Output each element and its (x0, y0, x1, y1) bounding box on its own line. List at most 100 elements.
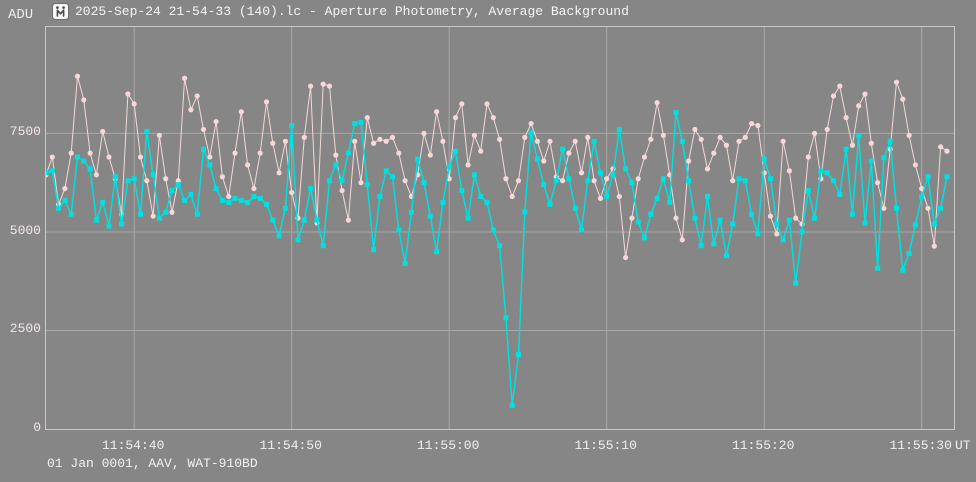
series-cyan-marker (723, 253, 729, 259)
series-pink-marker (465, 162, 471, 168)
series-cyan-marker (453, 148, 459, 154)
series-pink-marker (623, 254, 629, 261)
series-pink-marker (478, 148, 484, 154)
series-cyan-marker (465, 215, 471, 221)
x-tick-label: 11:55:10 (574, 438, 637, 453)
series-pink-marker (793, 215, 799, 221)
series-pink-marker (547, 138, 553, 144)
series-pink-marker (679, 237, 685, 243)
series-pink-marker (566, 150, 572, 156)
series-cyan-marker (925, 174, 931, 180)
series-cyan-marker (516, 352, 522, 358)
series-cyan-marker (591, 138, 597, 144)
series-cyan-marker (944, 174, 950, 180)
series-cyan-marker (875, 265, 881, 271)
plot-area[interactable] (45, 26, 955, 430)
series-cyan-marker (390, 174, 396, 180)
series-cyan-marker (635, 219, 641, 225)
series-pink-marker (289, 189, 295, 196)
series-cyan-marker (68, 211, 74, 217)
series-pink-marker (68, 150, 74, 156)
series-pink-marker (780, 138, 786, 144)
series-pink-marker (471, 132, 478, 138)
series-pink-marker (339, 187, 345, 194)
y-tick-label: 7500 (9, 124, 41, 140)
series-cyan-marker (156, 215, 162, 221)
series-cyan-marker (541, 182, 547, 188)
series-pink-marker (150, 213, 156, 219)
series-cyan-marker (774, 221, 780, 227)
series-pink-marker (830, 93, 837, 99)
series-pink-marker (572, 138, 578, 144)
series-cyan-marker (219, 197, 225, 203)
series-cyan-marker (768, 176, 774, 182)
series-pink-marker (711, 150, 717, 156)
series-cyan-marker (679, 138, 685, 144)
series-pink-marker (402, 178, 408, 184)
series-pink-marker (106, 154, 112, 160)
series-cyan-marker (163, 209, 169, 215)
series-cyan-marker (46, 170, 49, 176)
series-pink-marker (93, 172, 100, 178)
series-cyan-marker (497, 243, 503, 249)
series-cyan-marker (49, 168, 55, 174)
series-cyan-marker (711, 241, 717, 247)
series-cyan-marker (579, 227, 585, 233)
series-cyan-marker (169, 188, 175, 194)
series-cyan-marker (616, 126, 622, 132)
series-pink-marker (125, 91, 131, 97)
series-cyan-marker (289, 123, 295, 129)
series-cyan-marker (327, 178, 333, 184)
series-cyan-marker (125, 178, 131, 184)
series-pink-marker (440, 138, 446, 144)
series-pink-marker (257, 150, 263, 156)
series-cyan-marker (553, 178, 559, 184)
series-pink-marker (238, 109, 244, 115)
series-pink-marker (597, 195, 604, 202)
series-pink-marker (856, 103, 862, 109)
series-pink-marker (509, 193, 515, 200)
series-cyan-marker (686, 178, 692, 184)
series-pink-marker (484, 101, 490, 107)
series-cyan-marker (478, 193, 484, 199)
series-cyan-marker (213, 186, 219, 192)
y-tick-label: 5000 (9, 222, 41, 238)
series-cyan-marker (818, 168, 824, 174)
series-cyan-marker (490, 227, 496, 233)
series-pink-marker (868, 140, 874, 146)
series-pink-marker (786, 168, 793, 174)
series-cyan-marker (75, 154, 81, 160)
series-cyan-marker (597, 170, 603, 176)
series-pink-marker (263, 99, 270, 105)
series-cyan-marker (201, 146, 207, 152)
series-pink-marker (497, 136, 503, 142)
series-pink-marker (377, 136, 383, 142)
series-cyan-marker (736, 176, 742, 182)
series-pink-marker (635, 176, 641, 182)
y-tick-label: 0 (33, 420, 41, 435)
series-pink-marker (944, 148, 950, 154)
series-cyan-marker (119, 221, 125, 227)
series-cyan-marker (377, 193, 383, 199)
series-cyan-marker (276, 233, 282, 239)
x-tick-label: 11:55:30 (889, 438, 952, 453)
series-cyan-marker (144, 128, 150, 134)
series-cyan-marker (931, 221, 937, 227)
series-pink-marker (232, 150, 238, 156)
series-pink-marker (875, 180, 881, 186)
series-cyan-marker (320, 243, 326, 249)
series-pink-marker (919, 185, 925, 192)
series-cyan-marker (560, 146, 566, 152)
series-cyan-marker (87, 166, 93, 172)
series-pink-marker (282, 138, 289, 144)
series-cyan-marker (371, 247, 377, 253)
series-pink-marker (320, 81, 326, 87)
series-pink-marker (245, 162, 251, 168)
series-pink-marker (427, 152, 433, 158)
series-pink-marker (893, 79, 900, 85)
y-axis-unit-label: ADU (8, 7, 34, 23)
series-pink-marker (421, 130, 427, 137)
series-cyan-marker (642, 235, 648, 241)
series-pink-marker (717, 134, 723, 140)
series-cyan-marker (730, 221, 736, 227)
